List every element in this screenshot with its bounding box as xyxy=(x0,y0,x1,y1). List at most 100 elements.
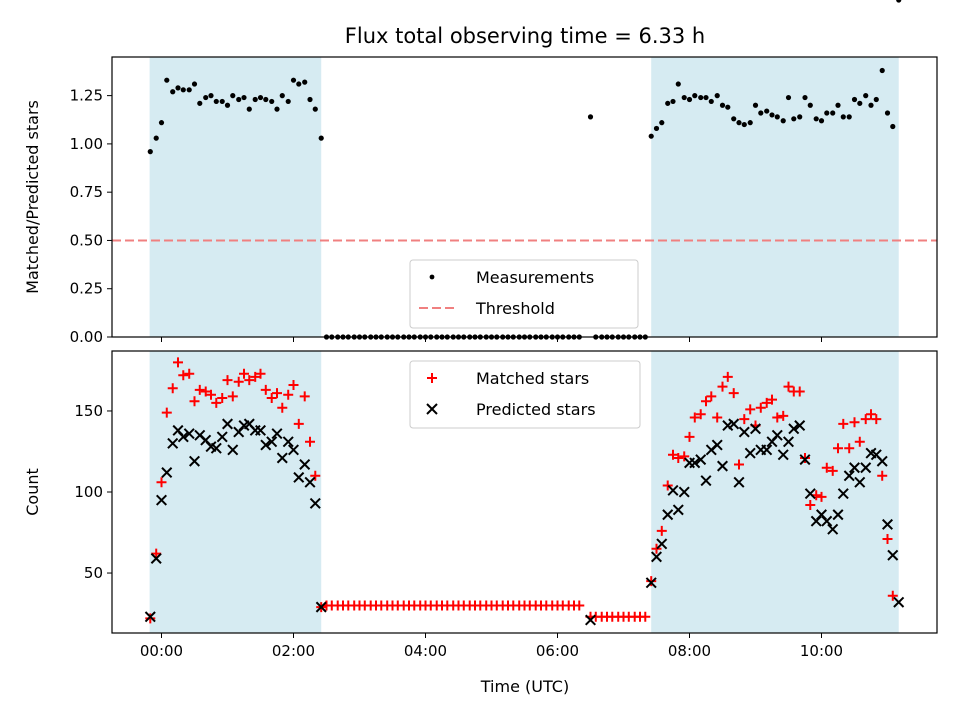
x-axis-label: Time (UTC) xyxy=(480,677,569,696)
predicted-point xyxy=(678,486,690,498)
matched-point xyxy=(745,404,756,415)
predicted-point xyxy=(167,437,179,449)
matched-point xyxy=(684,431,695,442)
matched-point xyxy=(827,465,838,476)
data-point xyxy=(846,114,852,120)
data-point xyxy=(153,135,159,141)
data-point xyxy=(665,100,671,106)
data-point xyxy=(703,94,709,101)
predicted-point xyxy=(667,484,679,496)
matched-point xyxy=(866,409,876,420)
predicted-point xyxy=(155,494,168,506)
y-tick-label: 50 xyxy=(84,564,103,582)
legend-label: Matched stars xyxy=(476,369,589,388)
data-point xyxy=(884,110,891,116)
matched-point xyxy=(277,402,288,413)
data-point xyxy=(164,77,170,83)
data-point xyxy=(692,93,698,99)
predicted-point xyxy=(744,447,756,459)
data-point xyxy=(802,94,808,101)
predicted-point xyxy=(650,551,663,563)
matched-point xyxy=(668,449,678,460)
predicted-point xyxy=(794,420,806,432)
data-point xyxy=(719,102,726,108)
predicted-point xyxy=(150,552,162,564)
matched-point xyxy=(662,480,673,491)
matched-point xyxy=(871,414,882,425)
matched-point xyxy=(145,613,156,624)
predicted-point xyxy=(254,424,267,436)
matched-point xyxy=(156,477,167,488)
predicted-point xyxy=(876,455,888,467)
chart-title: Flux total observing time = 6.33 h xyxy=(345,24,705,48)
data-point xyxy=(246,106,252,112)
observing-window-1 xyxy=(149,351,322,633)
data-point xyxy=(698,94,704,101)
matched-point xyxy=(712,412,723,423)
matched-point xyxy=(272,388,282,399)
data-point xyxy=(274,106,280,112)
matched-point xyxy=(173,357,183,368)
matched-point xyxy=(854,436,865,447)
legend-box xyxy=(409,360,641,429)
data-point xyxy=(263,96,269,103)
data-point xyxy=(780,118,786,124)
predicted-point xyxy=(700,475,712,487)
predicted-point xyxy=(177,431,189,443)
matched-point xyxy=(679,451,690,462)
predicted-point xyxy=(843,470,855,482)
data-point xyxy=(302,79,308,85)
predicted-point xyxy=(711,439,723,451)
data-point xyxy=(774,114,780,120)
data-point xyxy=(873,96,879,103)
predicted-point xyxy=(777,449,789,461)
predicted-point xyxy=(645,577,657,589)
predicted-point xyxy=(827,523,839,535)
predicted-point xyxy=(276,452,288,464)
matched-point xyxy=(211,397,222,408)
data-point xyxy=(269,98,275,105)
data-point xyxy=(824,110,830,116)
data-point xyxy=(835,102,841,108)
legend: Matched stars Predicted stars xyxy=(409,360,641,429)
matched-point xyxy=(255,368,266,379)
matched-point xyxy=(772,412,783,423)
data-point xyxy=(208,93,214,99)
matched-point xyxy=(266,393,277,403)
matched-point xyxy=(794,386,805,397)
matched-point xyxy=(194,384,205,395)
predicted-point xyxy=(293,471,305,483)
matched-point xyxy=(800,452,810,463)
data-point xyxy=(879,67,885,74)
matched-point xyxy=(651,543,662,554)
matched-point xyxy=(184,368,195,379)
data-point xyxy=(686,96,693,103)
predicted-point xyxy=(893,596,905,608)
predicted-point xyxy=(733,476,745,488)
predicted-point xyxy=(210,442,222,454)
data-point xyxy=(180,87,186,93)
legend-label: Predicted stars xyxy=(476,400,596,419)
matched-point xyxy=(646,576,657,587)
data-point xyxy=(147,149,153,155)
matched-point xyxy=(761,397,772,408)
matched-point xyxy=(288,380,299,391)
y-axis-label: Count xyxy=(23,468,42,516)
matched-point xyxy=(882,534,893,544)
matched-point xyxy=(310,470,321,481)
x-tick-label: 06:00 xyxy=(536,642,579,660)
predicted-point xyxy=(183,428,195,440)
matched-point xyxy=(673,452,684,463)
predicted-point xyxy=(689,457,701,469)
data-point xyxy=(747,120,753,126)
matched-point xyxy=(260,384,271,395)
matched-point xyxy=(695,409,706,420)
predicted-point xyxy=(716,460,729,472)
data-point xyxy=(758,110,764,116)
legend-plus-marker xyxy=(427,373,437,383)
matched-point xyxy=(293,418,304,429)
matched-point xyxy=(656,525,667,536)
x-tick-label: 08:00 xyxy=(668,642,711,660)
predicted-point xyxy=(738,426,750,438)
series-matched-stars xyxy=(145,357,898,624)
